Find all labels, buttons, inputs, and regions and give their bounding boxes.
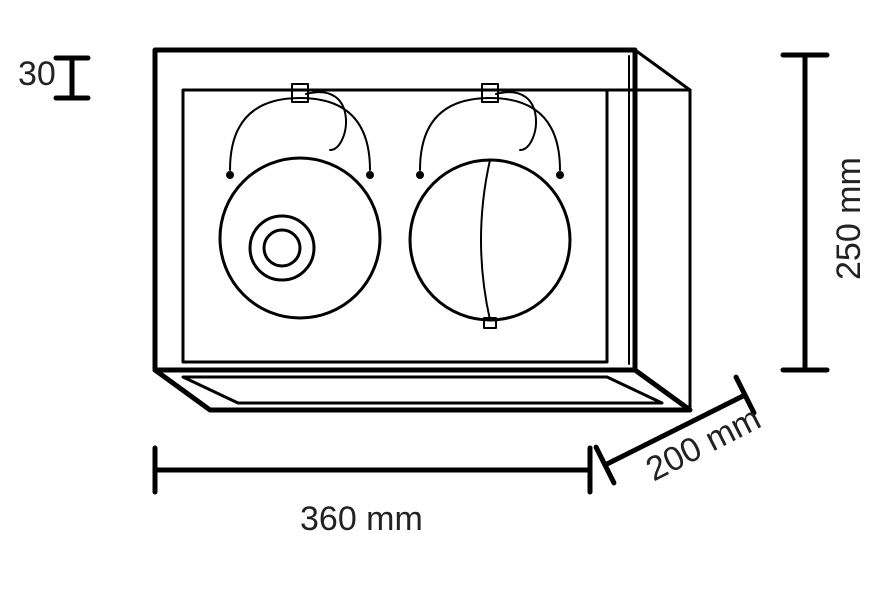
label-width: 360 mm (300, 500, 423, 539)
diagram-stage: 30 360 mm 200 mm 250 mm (0, 0, 888, 608)
label-frame-thickness: 30 (18, 55, 56, 94)
technical-drawing (0, 0, 888, 608)
label-height: 250 mm (830, 157, 869, 280)
